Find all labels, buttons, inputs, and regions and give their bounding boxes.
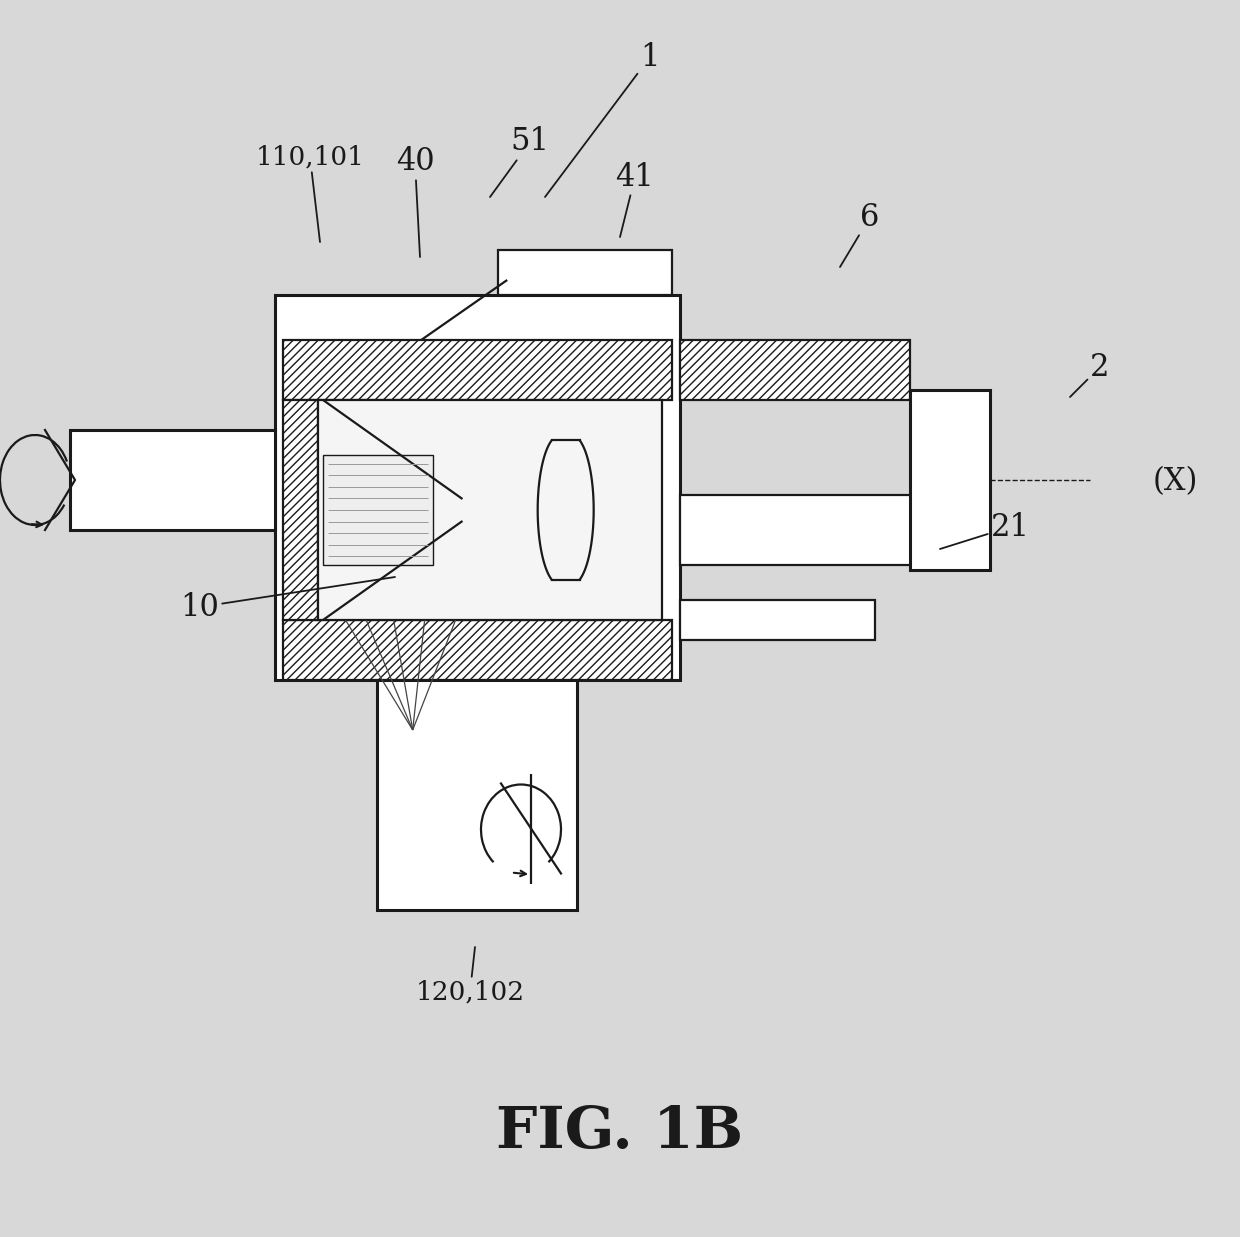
Bar	[283, 340, 672, 400]
Text: 51: 51	[490, 126, 549, 197]
Bar	[317, 400, 662, 620]
Text: 120,102: 120,102	[415, 948, 525, 1004]
Text: (X): (X)	[1152, 466, 1198, 497]
Bar	[680, 340, 910, 400]
Text: 21: 21	[940, 512, 1029, 549]
Bar	[69, 430, 275, 529]
Bar	[910, 390, 990, 570]
Text: 1: 1	[546, 42, 660, 197]
Bar	[283, 620, 672, 680]
Text: 2: 2	[1070, 351, 1110, 397]
Text: FIG. 1B: FIG. 1B	[496, 1103, 744, 1160]
Bar	[275, 294, 680, 680]
Bar	[497, 250, 672, 294]
Bar	[680, 600, 875, 640]
Bar	[377, 680, 577, 910]
Text: 10: 10	[181, 576, 396, 622]
Bar	[283, 400, 317, 620]
Text: 110,101: 110,101	[255, 145, 365, 242]
Text: 41: 41	[615, 162, 655, 238]
Text: 6: 6	[839, 202, 879, 267]
Bar	[322, 455, 433, 565]
Text: 40: 40	[396, 146, 434, 257]
Bar	[680, 495, 920, 565]
